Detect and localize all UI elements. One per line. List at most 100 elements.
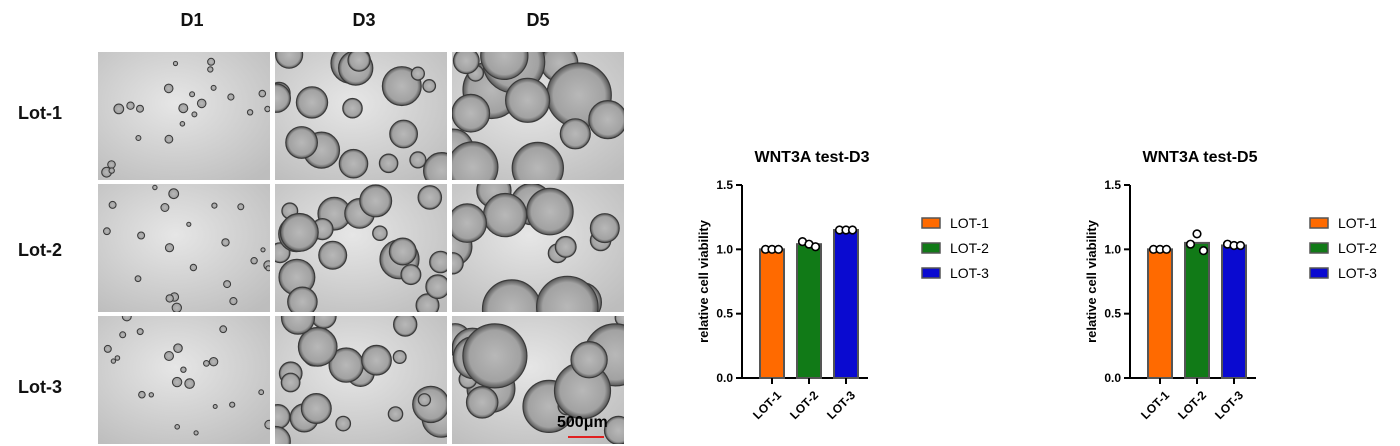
organoid (119, 331, 127, 339)
legend-label: LOT-1 (950, 215, 989, 231)
y-tick-label: 1.5 (1104, 178, 1121, 192)
y-tick-label: 0.0 (716, 371, 733, 385)
organoid (342, 97, 363, 119)
organoid (229, 401, 236, 408)
organoid (417, 393, 432, 407)
organoid (265, 265, 270, 272)
y-tick-label: 0.0 (1104, 371, 1121, 385)
x-tick-label: LOT-1 (750, 388, 784, 422)
y-tick-label: 1.0 (716, 242, 733, 256)
organoid (196, 98, 207, 109)
organoid (264, 105, 270, 113)
organoid (207, 66, 214, 73)
organoid (400, 264, 422, 286)
organoid (103, 344, 112, 353)
organoid (452, 141, 499, 180)
organoid (504, 77, 551, 123)
organoid (246, 109, 254, 116)
legend-swatch (1309, 242, 1329, 254)
micrograph-lot-2-d5 (452, 184, 624, 312)
bar-lot-3 (833, 229, 859, 379)
organoid (297, 326, 338, 367)
organoid (189, 91, 196, 98)
scale-bar (568, 436, 604, 438)
organoid (423, 152, 447, 180)
organoid (422, 79, 437, 93)
organoid (126, 101, 135, 110)
data-point (1235, 240, 1246, 251)
organoid (137, 231, 146, 240)
organoid (227, 93, 235, 101)
y-tick-label: 1.0 (1104, 242, 1121, 256)
organoid (559, 118, 591, 150)
data-point (810, 242, 821, 252)
row-label-lot-2: Lot-2 (18, 240, 62, 260)
organoid (168, 188, 180, 200)
organoid (359, 184, 393, 218)
legend-swatch (1309, 217, 1329, 229)
chart-wnt3a-d3: WNT3A test-D3 relative cell viability 0.0 0… (690, 140, 1020, 440)
organoid (361, 344, 392, 376)
organoid (275, 425, 291, 444)
organoid (193, 430, 199, 436)
organoid (318, 240, 348, 270)
organoid (223, 280, 232, 289)
legend-label: LOT-2 (1338, 240, 1377, 256)
legend-label: LOT-2 (950, 240, 989, 256)
organoid (164, 243, 175, 253)
chart-wnt3a-d5: WNT3A test-D5 relative cell viability 0.0 0… (1078, 140, 1400, 440)
organoid (221, 238, 230, 247)
organoid (108, 167, 115, 174)
organoid (114, 355, 121, 361)
bar-lot-3 (1221, 244, 1247, 380)
organoid (210, 84, 217, 91)
organoid (191, 111, 198, 118)
column-header-d5: D5 (526, 10, 550, 30)
organoid (174, 424, 180, 430)
organoid (113, 103, 125, 115)
organoid (107, 160, 116, 169)
organoid (208, 357, 219, 367)
organoid (588, 100, 624, 140)
legend-swatch (1309, 267, 1329, 279)
organoid (526, 187, 574, 236)
organoid (409, 151, 427, 169)
micrograph-lot-1-d5 (452, 52, 624, 180)
organoid (102, 227, 111, 236)
bar-lot-1 (1147, 248, 1173, 380)
micrograph-lot-2-d3 (275, 184, 447, 312)
row-label-lot-3: Lot-3 (18, 377, 62, 397)
x-tick-label: LOT-3 (824, 388, 858, 422)
chart-title: WNT3A test-D3 (755, 149, 870, 166)
organoid (152, 184, 158, 191)
organoid (173, 343, 183, 354)
organoid (135, 135, 142, 141)
data-point (1161, 244, 1172, 254)
organoid (178, 103, 189, 114)
organoid (148, 392, 154, 398)
organoid (300, 392, 332, 424)
legend-swatch (921, 217, 941, 229)
organoid (425, 274, 447, 300)
organoid (429, 250, 447, 274)
organoid (184, 378, 195, 389)
organoid (372, 225, 388, 241)
column-header-d1: D1 (180, 10, 204, 30)
organoid (136, 328, 144, 336)
legend-label: LOT-3 (950, 265, 989, 281)
organoid (511, 141, 564, 180)
organoid (412, 385, 447, 424)
organoid (410, 66, 425, 81)
organoid (180, 366, 187, 373)
legend-swatch (921, 242, 941, 254)
chart-title: WNT3A test-D5 (1143, 149, 1258, 166)
organoid (121, 316, 132, 322)
organoid (207, 57, 216, 66)
organoid (134, 275, 142, 283)
x-tick-label: LOT-2 (787, 388, 821, 422)
organoid (536, 275, 599, 312)
organoid (186, 221, 192, 227)
y-tick-label: 1.5 (716, 178, 733, 192)
organoid (275, 52, 304, 69)
organoid (138, 390, 146, 399)
